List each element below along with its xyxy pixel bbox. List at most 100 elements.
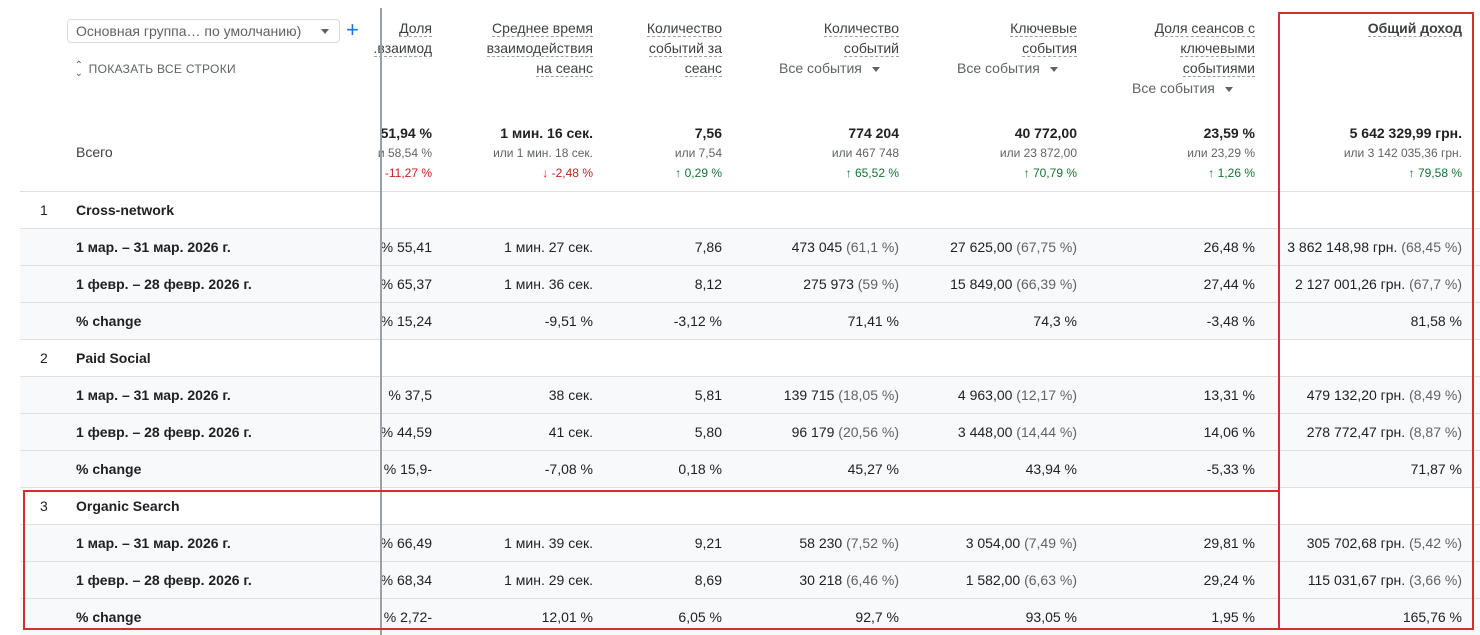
cell-value: 6,05 % xyxy=(678,609,722,625)
cell-c7: 81,58 % xyxy=(1411,303,1462,339)
cell-c7: 305 702,68 грн. (5,42 %) xyxy=(1307,525,1462,561)
key-events-filter[interactable]: Все события xyxy=(957,60,1058,76)
cell-value: 5,80 xyxy=(694,424,722,440)
cell-share: (8,49 %) xyxy=(1409,387,1462,403)
table-row[interactable]: 1 февр. – 28 февр. 2026 г. 44,59 % 41 сек.… xyxy=(20,413,1480,450)
cell-value: 96 179 xyxy=(791,424,835,440)
cell-share: (3,66 %) xyxy=(1409,572,1462,588)
cell-c5: 3 054,00 (7,49 %) xyxy=(966,525,1077,561)
add-dimension-button[interactable]: + xyxy=(346,17,359,42)
col-event-count[interactable]: Количество событий xyxy=(823,20,899,57)
table-row[interactable]: 1 мар. – 31 мар. 2026 г. 55,41 % 1 мин. 27… xyxy=(20,228,1480,265)
cell-c6: 29,81 % xyxy=(1204,525,1255,561)
cell-value: -5,33 % xyxy=(1206,461,1255,477)
cell-c4: 45,27 % xyxy=(848,451,899,487)
cell-c2: 1 мин. 36 сек. xyxy=(504,266,593,302)
cell-value: 43,94 % xyxy=(1025,461,1077,477)
cell-share: (7,52 %) xyxy=(846,535,899,551)
table-group-row[interactable]: 1 Cross-network xyxy=(20,191,1480,228)
cell-c4: 473 045 (61,1 %) xyxy=(792,229,899,265)
table-row[interactable]: % change 15,24 % -9,51 % -3,12 % 71,41 % 74,3… xyxy=(20,302,1480,339)
group-select-value: Основная группа… по умолчанию) xyxy=(76,23,302,39)
cell-value: 1 мин. 29 сек. xyxy=(504,572,593,588)
cell-c1: 55,41 % xyxy=(381,229,432,265)
cell-value: 27,44 % xyxy=(1203,276,1255,292)
row-label: Organic Search xyxy=(76,498,180,514)
table-row[interactable]: 1 февр. – 28 февр. 2026 г. 65,37 % 1 мин. … xyxy=(20,265,1480,302)
cell-share: (7,49 %) xyxy=(1024,535,1077,551)
cell-share: (61,1 %) xyxy=(846,239,899,255)
cell-c4: 30 218 (6,46 %) xyxy=(799,562,899,598)
cell-value: 55,41 % xyxy=(380,239,432,255)
table-row[interactable]: 1 мар. – 31 мар. 2026 г. 37,5 % 38 сек. 5,8… xyxy=(20,376,1480,413)
cell-c4: 96 179 (20,56 %) xyxy=(792,414,899,450)
cell-share: (67,7 %) xyxy=(1409,276,1462,292)
cell-c3: 8,69 xyxy=(695,562,722,598)
expand-icon: ⌃ ⌄ xyxy=(74,59,84,79)
cell-share: (68,45 %) xyxy=(1401,239,1462,255)
cell-value: 71,41 % xyxy=(847,313,899,329)
cell-value: 8,69 xyxy=(694,572,722,588)
cell-value: 45,27 % xyxy=(847,461,899,477)
cell-c4: 58 230 (7,52 %) xyxy=(799,525,899,561)
cell-value: 81,58 % xyxy=(1410,313,1462,329)
cell-c5: 74,3 % xyxy=(1033,303,1077,339)
chevron-down-icon xyxy=(321,29,329,34)
cell-value: 8,12 xyxy=(694,276,722,292)
cell-c2: 38 сек. xyxy=(549,377,593,413)
cell-c5: 15 849,00 (66,39 %) xyxy=(950,266,1077,302)
cell-value: 9,21 xyxy=(694,535,722,551)
event-count-filter[interactable]: Все события xyxy=(779,60,880,76)
cell-value: -2,72 % xyxy=(383,609,432,625)
group-select-dropdown[interactable]: Основная группа… по умолчанию) xyxy=(67,19,340,43)
cell-c2: 1 мин. 27 сек. xyxy=(504,229,593,265)
cell-c1: 44,59 % xyxy=(381,414,432,450)
cell-value: -15,9 % xyxy=(383,461,432,477)
cell-c6: -3,48 % xyxy=(1207,303,1255,339)
table-row[interactable]: 1 февр. – 28 февр. 2026 г. 68,34 % 1 мин. … xyxy=(20,561,1480,598)
key-event-rate-filter[interactable]: Все события xyxy=(1132,80,1233,96)
show-all-rows-button[interactable]: ⌃ ⌄ ПОКАЗАТЬ ВСЕ СТРОКИ xyxy=(73,60,236,78)
table-group-row[interactable]: 2 Paid Social xyxy=(20,339,1480,376)
cell-value: -3,48 % xyxy=(1206,313,1255,329)
cell-c3: 5,81 xyxy=(695,377,722,413)
cell-value: -9,51 % xyxy=(544,313,593,329)
col-events-per-session[interactable]: Количество событий за сеанс xyxy=(646,20,722,77)
col-key-event-rate[interactable]: Доля сеансов с ключевыми событиями xyxy=(1154,20,1255,77)
col-avg-engagement-time[interactable]: Среднее время взаимодействия на сеанс xyxy=(486,20,593,77)
totals-key-events: 40 772,00 или 23 872,00 ↑ 70,79 % xyxy=(999,125,1077,180)
row-label: 1 февр. – 28 февр. 2026 г. xyxy=(76,424,252,440)
cell-share: (18,05 %) xyxy=(838,387,899,403)
col-total-revenue[interactable]: Общий доход xyxy=(1367,20,1462,37)
cell-share: (6,46 %) xyxy=(846,572,899,588)
cell-c7: 278 772,47 грн. (8,87 %) xyxy=(1307,414,1462,450)
cell-value: 38 сек. xyxy=(548,387,593,403)
cell-value: 58 230 xyxy=(799,535,843,551)
cell-value: 278 772,47 грн. xyxy=(1306,424,1406,440)
cell-value: 305 702,68 грн. xyxy=(1306,535,1406,551)
col-engagement-rate[interactable]: Доля взаимод. xyxy=(373,20,432,57)
cell-value: 92,7 % xyxy=(855,609,899,625)
row-label: 1 февр. – 28 февр. 2026 г. xyxy=(76,276,252,292)
cell-value: 3 862 148,98 грн. xyxy=(1287,239,1398,255)
cell-c3: 9,21 xyxy=(695,525,722,561)
cell-value: 1 582,00 xyxy=(965,572,1021,588)
table-group-row[interactable]: 3 Organic Search xyxy=(20,487,1480,524)
cell-c1: 37,5 % xyxy=(388,377,432,413)
totals-event-count: 774 204 или 467 748 ↑ 65,52 % xyxy=(831,125,899,180)
row-label: % change xyxy=(76,461,142,477)
table-row[interactable]: 1 мар. – 31 мар. 2026 г. 66,49 % 1 мин. 39… xyxy=(20,524,1480,561)
table-row[interactable]: % change -2,72 % 12,01 % 6,05 % 92,7 % 93,05 … xyxy=(20,598,1480,635)
totals-label: Всего xyxy=(76,144,113,160)
cell-value: 0,18 % xyxy=(678,461,722,477)
cell-c7: 115 031,67 грн. (3,66 %) xyxy=(1308,562,1462,598)
col-key-events[interactable]: Ключевые события xyxy=(1010,20,1077,57)
cell-c2: -7,08 % xyxy=(545,451,593,487)
cell-value: 14,06 % xyxy=(1203,424,1255,440)
table-row[interactable]: % change -15,9 % -7,08 % 0,18 % 45,27 % 43,94… xyxy=(20,450,1480,487)
cell-c5: 4 963,00 (12,17 %) xyxy=(958,377,1077,413)
cell-c5: 1 582,00 (6,63 %) xyxy=(966,562,1077,598)
cell-share: (12,17 %) xyxy=(1016,387,1077,403)
cell-value: 115 031,67 грн. xyxy=(1307,572,1406,588)
cell-value: -7,08 % xyxy=(544,461,593,477)
